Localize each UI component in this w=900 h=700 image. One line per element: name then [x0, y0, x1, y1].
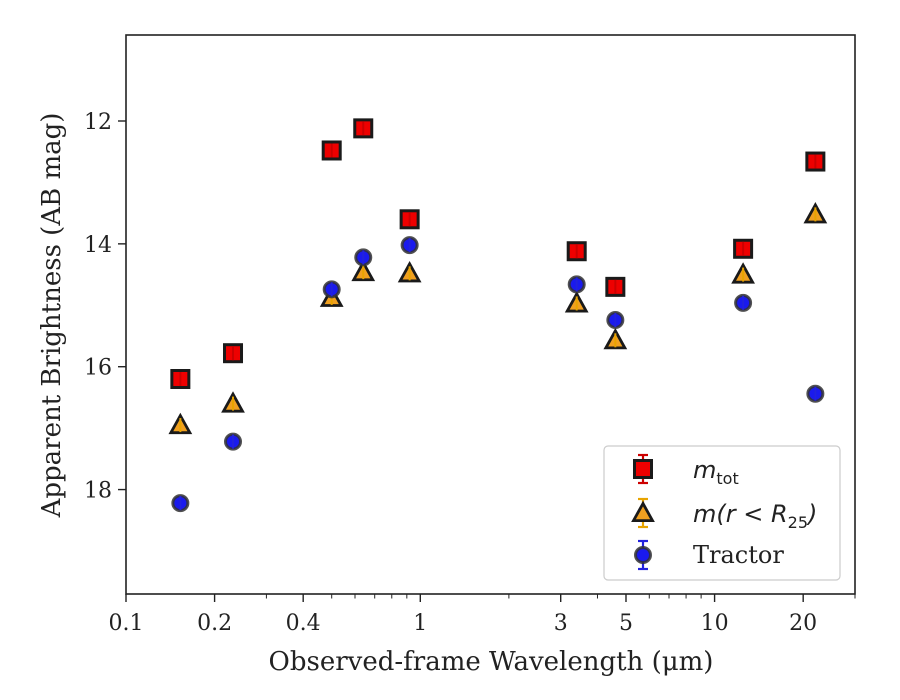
- x-tick-label: 0.1: [109, 611, 144, 636]
- y-tick-label: 12: [84, 110, 112, 135]
- y-tick-label: 14: [84, 233, 112, 258]
- series-0: [170, 118, 826, 389]
- legend-marker: [633, 459, 653, 479]
- legend-entry-mtot: mtot: [693, 456, 739, 488]
- x-axis: 0.1 0.2 0.4 1 3 5 10 20: [109, 594, 856, 636]
- legend-entry-mr25-tail: ): [806, 500, 817, 528]
- data-marks: [168, 118, 828, 513]
- x-axis-label: Observed-frame Wavelength (μm): [269, 647, 714, 677]
- legend-marker: [631, 500, 655, 522]
- legend-entry-mr25: m(r < R25): [693, 500, 817, 532]
- x-tick-label: 0.2: [197, 611, 232, 636]
- legend-entry-mr25-sub: 25: [788, 513, 808, 532]
- plot-border: [125, 34, 856, 595]
- x-tick-label: 5: [619, 611, 633, 636]
- x-tick-label: 3: [554, 611, 568, 636]
- x-tick-label: 0.4: [286, 611, 321, 636]
- legend-entry-tractor: Tractor: [693, 541, 784, 569]
- legend: mtot m(r < R25) Tractor: [603, 445, 841, 581]
- legend-entry-mtot-base: m: [693, 456, 716, 484]
- y-axis-label: Apparent Brightness (AB mag): [37, 113, 67, 519]
- series-2: [171, 236, 825, 513]
- x-tick-label: 20: [789, 611, 817, 636]
- legend-box: [603, 445, 841, 581]
- y-tick-label: 18: [84, 479, 112, 504]
- legend-entry-mtot-sub: tot: [716, 469, 738, 488]
- y-tick-label: 16: [84, 356, 112, 381]
- legend-marker: [634, 546, 652, 564]
- x-tick-label: 1: [413, 611, 427, 636]
- legend-entry-mr25-base: m(r < R: [693, 500, 788, 528]
- series-1: [168, 201, 828, 435]
- y-axis: 12 14 16 18: [84, 110, 126, 504]
- x-tick-label: 10: [701, 611, 729, 636]
- plot-frame: [125, 34, 856, 595]
